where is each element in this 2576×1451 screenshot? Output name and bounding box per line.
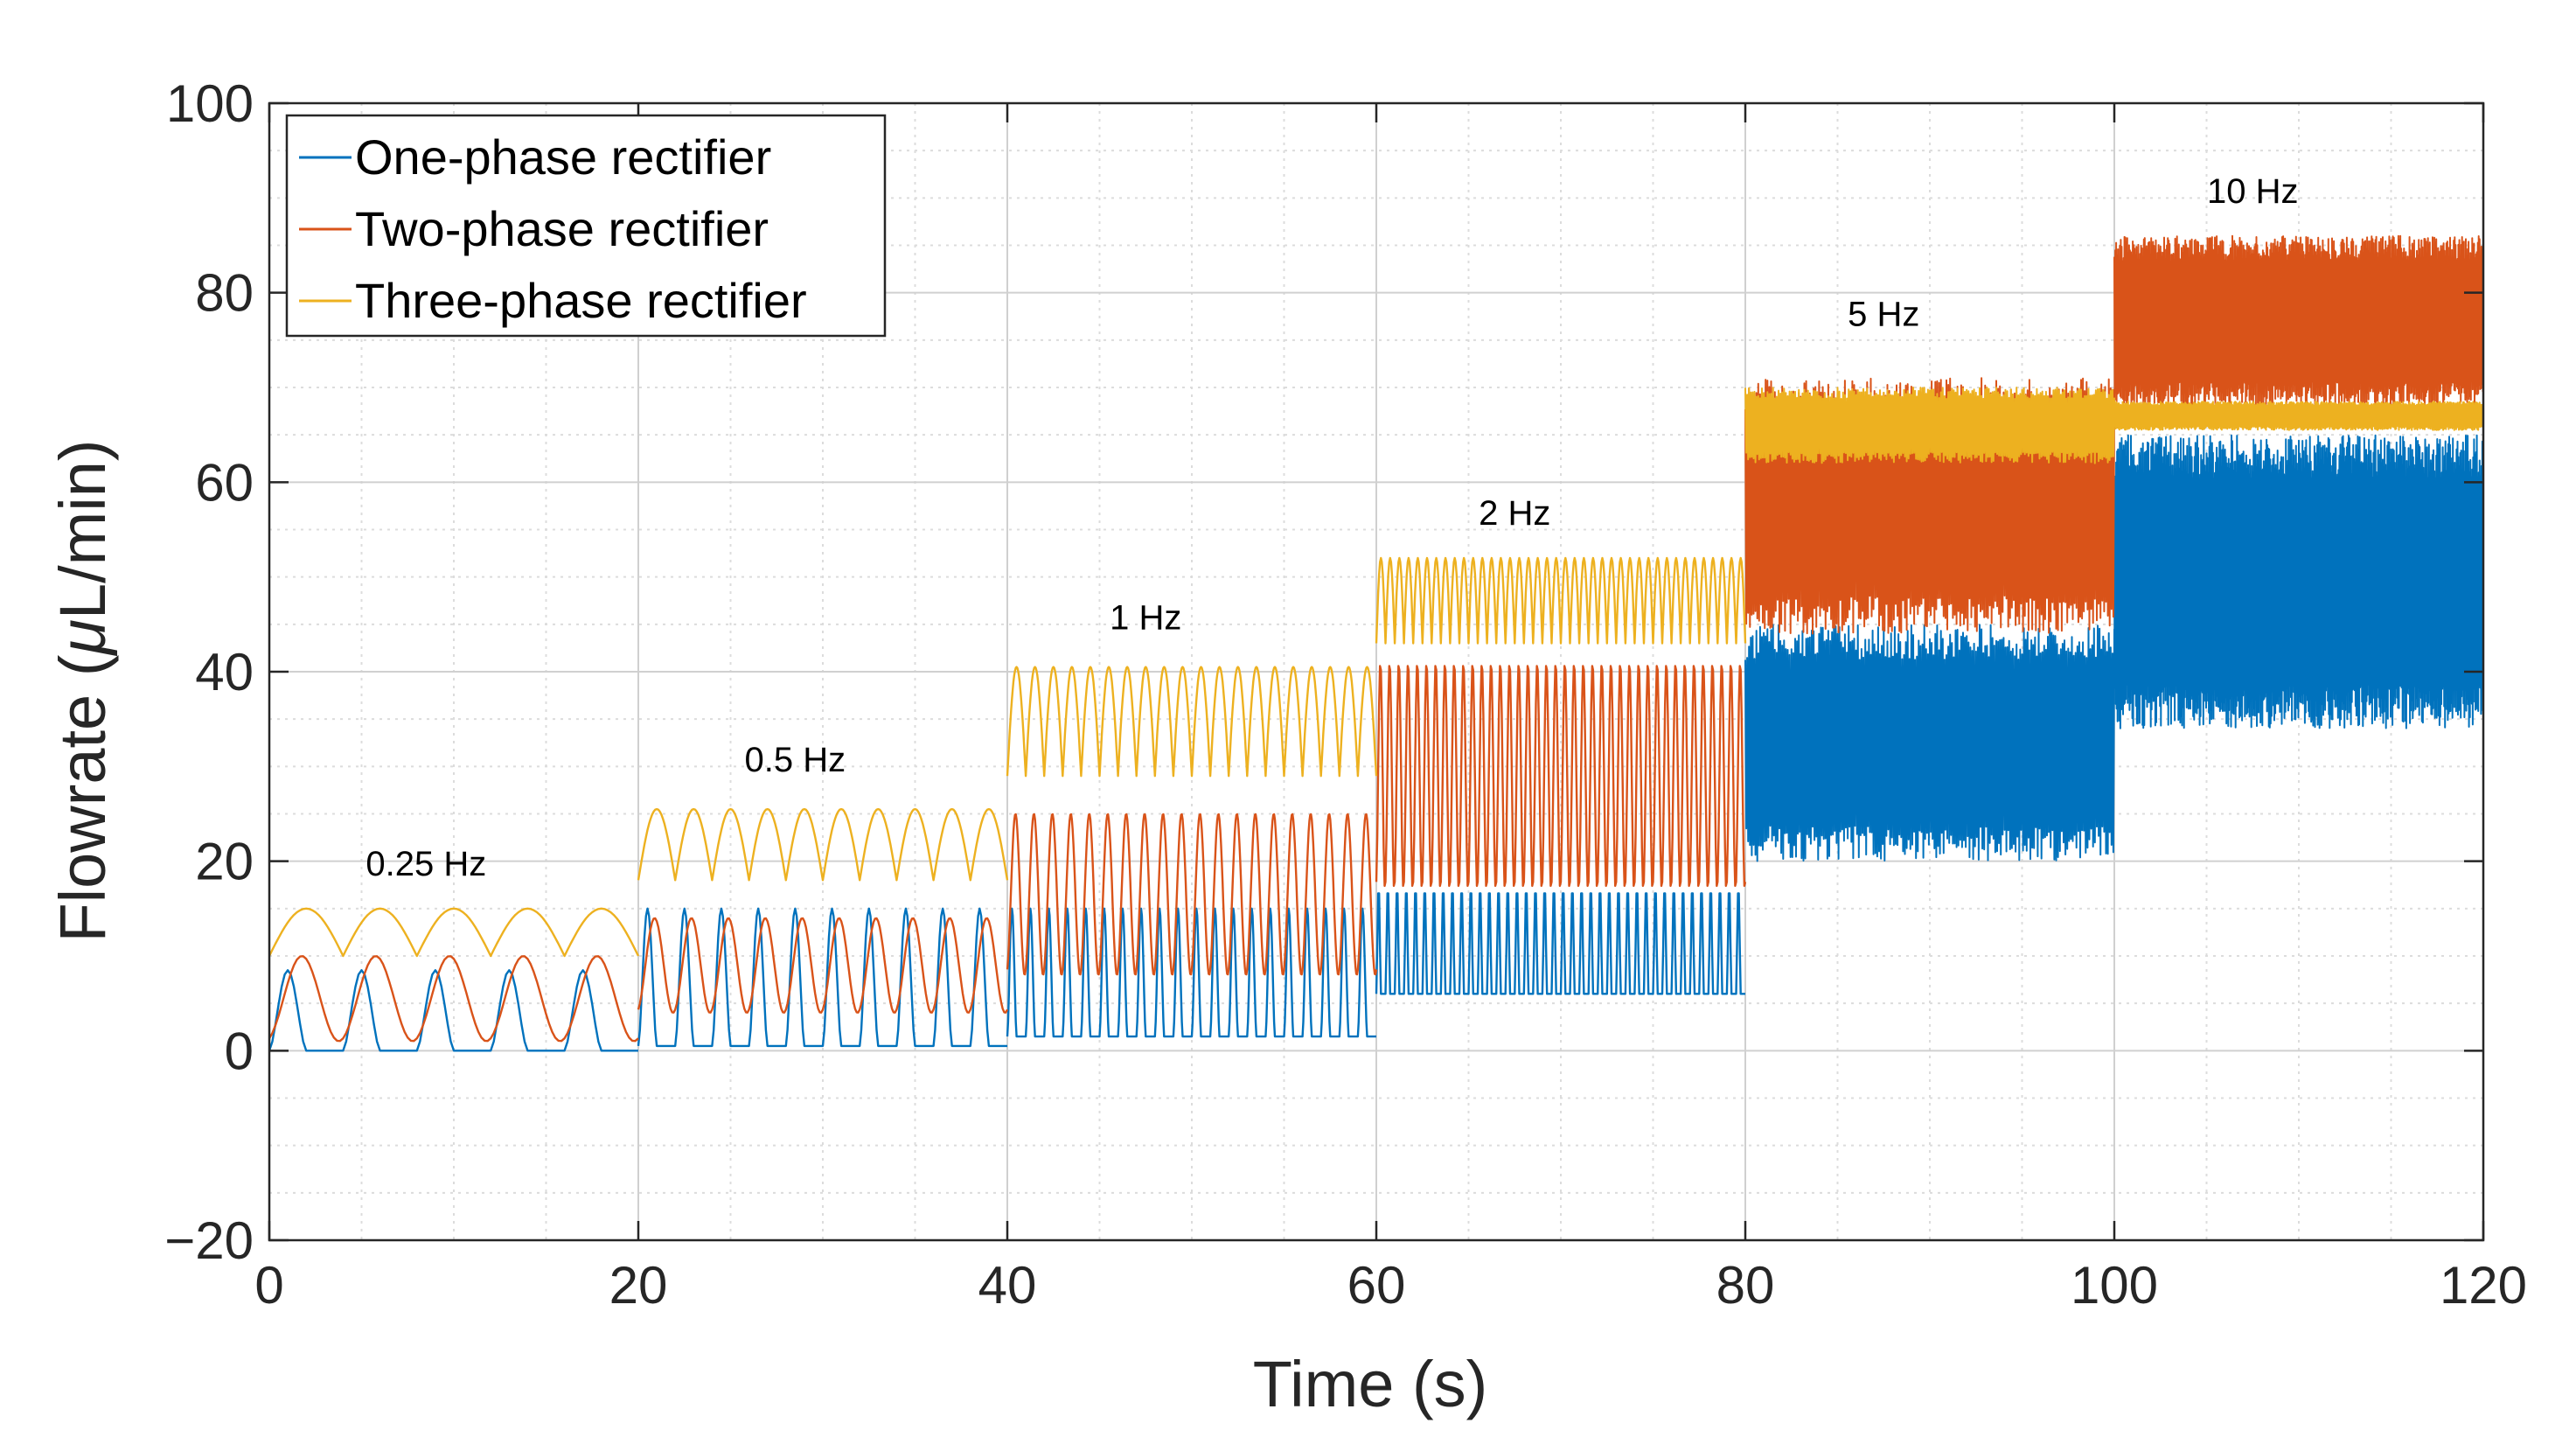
axes-frame [268,101,2485,1242]
series-3-segment-5 [1744,387,2115,464]
series-3-segment-1 [268,907,640,958]
legend-box [285,114,887,338]
legend-entry: One-phase rectifier [355,129,771,185]
y-tick-label: −20 [164,1211,254,1270]
x-tick-label: 20 [609,1256,668,1315]
x-tick-label: 100 [2071,1256,2158,1315]
y-axis-label-mu: μ [46,619,119,657]
y-tick-label: 0 [225,1022,254,1080]
series-1-segment-2 [637,907,1007,1048]
frequency-label: 10 Hz [2207,172,2299,211]
y-axis-label-prefix: Flowrate ( [46,654,119,942]
series-1-segment-6 [2113,434,2484,729]
series-layer [268,234,2484,1052]
series-3-segment-4 [1375,556,1747,645]
legend: One-phase rectifier Two-phase rectifier Th… [285,114,887,338]
y-axis-label-suffix: L/min) [46,439,119,619]
frequency-label: 0.5 Hz [745,741,846,779]
frequency-labels: 0.25 Hz 0.5 Hz 1 Hz 2 Hz 5 Hz 10 Hz [366,172,2298,883]
frequency-label: 5 Hz [1848,296,1919,334]
series-1-segment-5 [1744,624,2115,862]
series-2-segment-1 [268,955,639,1043]
legend-entry: Two-phase rectifier [355,201,769,256]
series-1-segment-4 [1375,892,1746,995]
series-1 [268,434,2484,1052]
x-tick-label: 120 [2440,1256,2527,1315]
y-tick-label: 80 [195,264,254,323]
y-axis-label: Flowrate (μL/min) [46,439,119,942]
x-tick-label: 40 [978,1256,1037,1315]
series-2-segment-2 [637,917,1009,1014]
frequency-label: 2 Hz [1479,494,1550,533]
frequency-label: 0.25 Hz [366,845,486,883]
series-2-segment-3 [1006,813,1378,976]
series-3-segment-6 [2113,401,2484,431]
series-3 [268,387,2484,958]
x-tick-label: 0 [254,1256,283,1315]
frequency-label: 1 Hz [1110,598,1181,637]
series-2 [268,234,2484,1043]
legend-entry: Three-phase rectifier [355,273,807,328]
y-tick-label: 60 [195,453,254,512]
x-tick-label: 60 [1347,1256,1406,1315]
y-tick-label: 100 [166,74,254,133]
series-3-segment-2 [637,807,1009,882]
series-2-segment-4 [1375,665,1747,888]
y-tick-label: 40 [195,643,254,701]
series-2-segment-6 [2113,234,2484,408]
series-3-segment-3 [1006,666,1378,778]
y-tick-label: 20 [195,833,254,891]
x-axis-label: Time (s) [1253,1348,1488,1420]
series-1-segment-3 [1006,907,1377,1038]
x-tick-label: 80 [1716,1256,1775,1315]
series-1-segment-1 [268,969,638,1052]
